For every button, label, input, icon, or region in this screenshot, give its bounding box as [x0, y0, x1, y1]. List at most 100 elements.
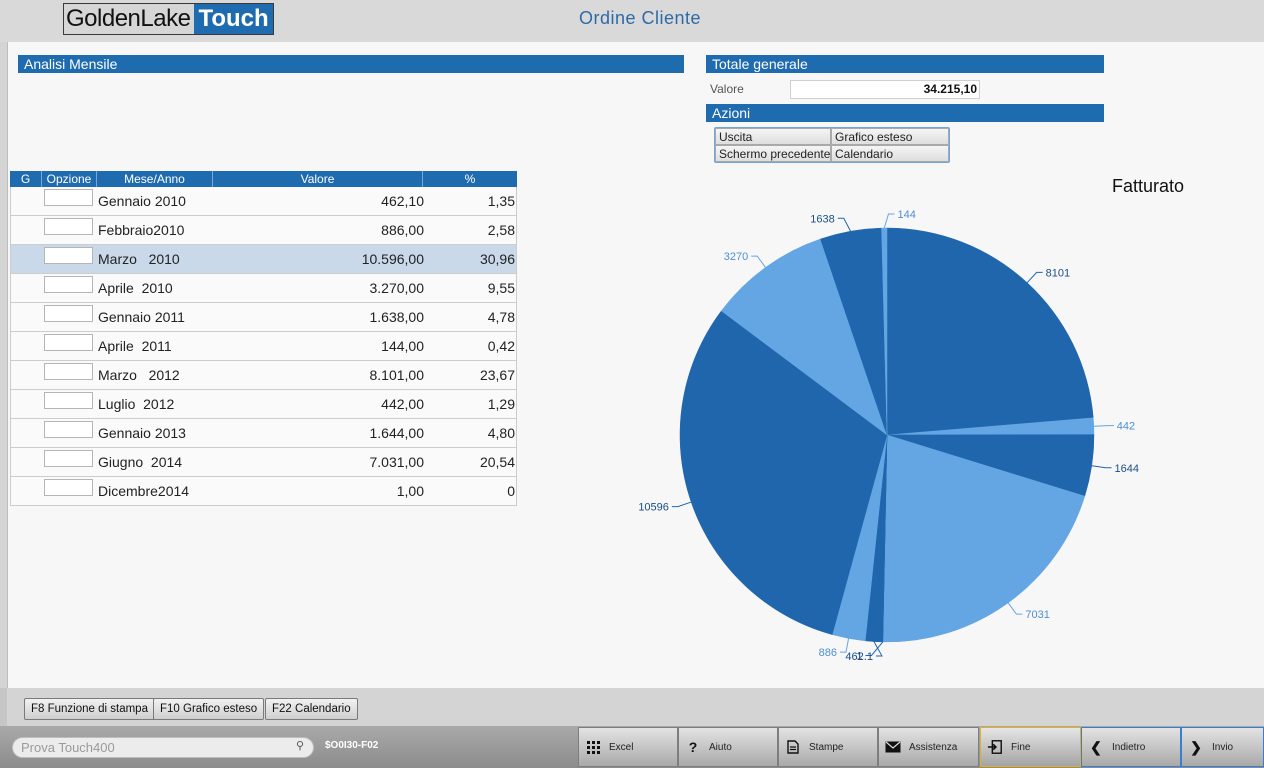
document-icon	[785, 739, 801, 755]
row-percent: 23,67	[479, 367, 515, 383]
option-input[interactable]	[44, 362, 93, 380]
row-option-cell	[43, 478, 98, 496]
row-valore: 3.270,00	[369, 280, 425, 296]
slice-label: 10596	[638, 502, 669, 514]
bottom-toolbar: Prova Touch400 ⚲ $O0I30-F02 Excel ? Aiut…	[0, 726, 1264, 768]
row-mese-anno: Aprile 2010	[98, 280, 173, 296]
program-code: $O0I30-F02	[325, 740, 379, 751]
column-header-valore[interactable]: Valore	[213, 171, 423, 187]
option-input[interactable]	[44, 333, 93, 351]
action-schermo-precedente[interactable]: Schermo precedente	[715, 145, 831, 162]
table-row[interactable]: Marzo 2012 8.101,00 23,67	[11, 361, 516, 390]
row-mese-anno: Gennaio 2010	[98, 193, 186, 209]
stampe-label: Stampe	[809, 741, 844, 753]
chart-title: Fatturato	[1112, 176, 1185, 196]
pie-slice[interactable]	[720, 238, 888, 436]
assistenza-button[interactable]: Assistenza	[878, 727, 979, 767]
column-header-mese-anno[interactable]: Mese/Anno	[97, 171, 213, 187]
slice-label: 1644	[1115, 463, 1139, 475]
f8-print-button[interactable]: F8 Funzione di stampa	[24, 698, 155, 720]
slice-leader-line	[837, 217, 852, 232]
row-percent: 4,78	[487, 309, 515, 325]
table-row[interactable]: Dicembre2014 1,00 0	[11, 477, 516, 506]
pie-slice[interactable]	[882, 434, 1086, 643]
slice-leader-line	[751, 255, 766, 268]
row-percent: 4,80	[487, 425, 515, 441]
option-input[interactable]	[44, 304, 93, 322]
pie-slice[interactable]	[886, 227, 1094, 436]
column-header-percent[interactable]: %	[464, 172, 476, 186]
column-header-g[interactable]: G	[10, 171, 42, 187]
question-icon: ?	[688, 739, 698, 755]
option-input[interactable]	[44, 391, 93, 409]
row-valore: 144,00	[381, 338, 424, 354]
invio-button[interactable]: ❯ Invio	[1181, 727, 1264, 767]
row-option-cell	[43, 188, 98, 206]
stampe-button[interactable]: Stampe	[778, 727, 878, 767]
table-row[interactable]: Aprile 2011 144,00 0,42	[11, 332, 516, 361]
option-input[interactable]	[44, 217, 93, 235]
row-valore: 886,00	[381, 222, 424, 238]
app-logo: GoldenLake Touch	[63, 3, 274, 35]
row-option-cell	[43, 420, 98, 438]
fine-button[interactable]: Fine	[980, 727, 1081, 767]
option-input[interactable]	[44, 420, 93, 438]
table-row[interactable]: Gennaio 2011 1.638,00 4,78	[11, 303, 516, 332]
row-option-cell	[43, 275, 98, 293]
f10-chart-button[interactable]: F10 Grafico esteso	[153, 698, 265, 720]
valore-field: 34.215,10	[790, 80, 980, 99]
slice-leader-line	[1007, 602, 1023, 615]
row-option-cell	[43, 246, 98, 264]
table-row[interactable]: Febbraio2010 886,00 2,58	[11, 216, 516, 245]
row-percent: 1,35	[487, 193, 515, 209]
indietro-button[interactable]: ❮ Indietro	[1081, 727, 1181, 767]
action-calendario[interactable]: Calendario	[831, 145, 949, 162]
option-input[interactable]	[44, 246, 93, 264]
option-input[interactable]	[44, 188, 93, 206]
excel-button[interactable]: Excel	[578, 727, 678, 767]
row-option-cell	[43, 362, 98, 380]
table-header: G Opzione Mese/Anno Valore %	[10, 171, 517, 187]
f22-calendar-button[interactable]: F22 Calendario	[265, 698, 358, 720]
option-input[interactable]	[44, 275, 93, 293]
slice-leader-line	[1091, 465, 1112, 469]
app-header: GoldenLake Touch Ordine Cliente	[0, 0, 1264, 42]
table-row[interactable]: Aprile 2010 3.270,00 9,55	[11, 274, 516, 303]
table-row[interactable]: Gennaio 2010 462,10 1,35	[11, 187, 516, 216]
row-valore: 7.031,00	[369, 454, 425, 470]
row-valore: 10.596,00	[361, 251, 424, 267]
aiuto-button[interactable]: ? Aiuto	[678, 727, 778, 767]
slice-leader-line	[1026, 271, 1043, 284]
action-grafico-esteso[interactable]: Grafico esteso	[831, 128, 949, 145]
chevron-right-icon: ❯	[1190, 738, 1202, 755]
option-input[interactable]	[44, 478, 93, 496]
table-row[interactable]: Giugno 2014 7.031,00 20,54	[11, 448, 516, 477]
table-row[interactable]: Luglio 2012 442,00 1,29	[11, 390, 516, 419]
slice-label: 462.1	[845, 651, 873, 663]
option-input[interactable]	[44, 449, 93, 467]
slice-label: 886	[819, 647, 837, 659]
row-mese-anno: Marzo 2010	[98, 251, 180, 267]
slice-label: 442	[1117, 421, 1135, 433]
exit-icon	[987, 739, 1003, 755]
action-uscita[interactable]: Uscita	[715, 128, 831, 145]
table-row[interactable]: Marzo 2010 10.596,00 30,96	[11, 245, 516, 274]
slice-label: 3270	[724, 251, 748, 263]
indietro-label: Indietro	[1112, 741, 1146, 753]
row-option-cell	[43, 449, 98, 467]
totale-generale-header: Totale generale	[706, 55, 1104, 73]
column-header-opzione[interactable]: Opzione	[42, 171, 97, 187]
aiuto-label: Aiuto	[709, 741, 732, 753]
search-input[interactable]: Prova Touch400	[12, 737, 314, 758]
row-percent: 0	[507, 483, 515, 499]
row-percent: 1,29	[487, 396, 515, 412]
search-icon[interactable]: ⚲	[296, 740, 305, 752]
actions-menu: Uscita Grafico esteso Schermo precedente…	[714, 127, 950, 163]
azioni-header: Azioni	[706, 104, 1104, 122]
table-row[interactable]: Gennaio 2013 1.644,00 4,80	[11, 419, 516, 448]
row-valore: 1.644,00	[369, 425, 425, 441]
row-mese-anno: Febbraio2010	[98, 222, 185, 238]
logo-golden-text: GoldenLake	[64, 4, 195, 34]
slice-leader-line	[671, 501, 692, 508]
